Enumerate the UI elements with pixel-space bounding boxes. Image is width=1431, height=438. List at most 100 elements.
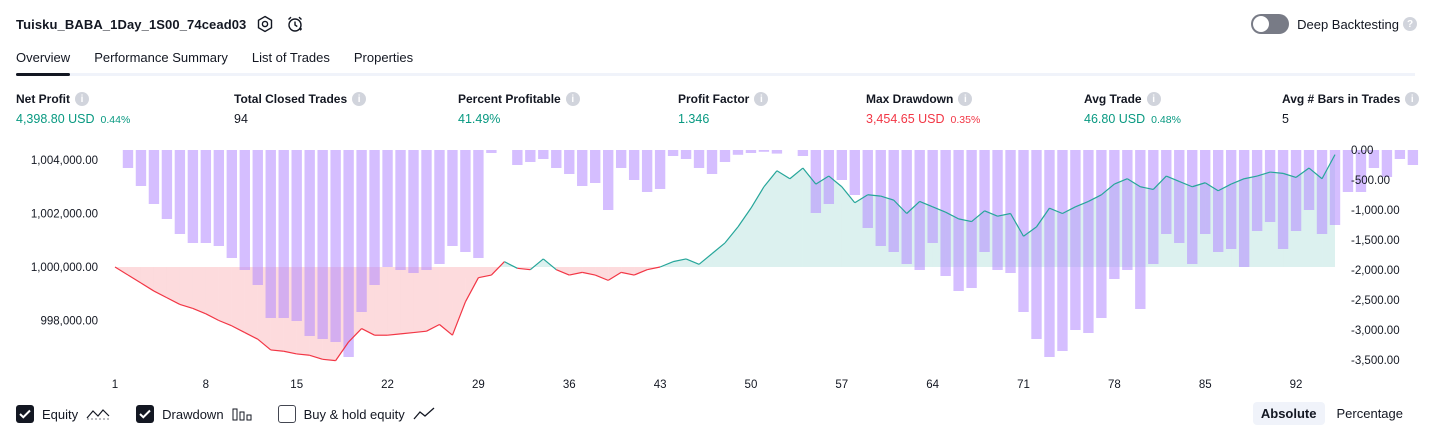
drawdown-bar	[914, 150, 925, 270]
tab-overview[interactable]: Overview	[16, 44, 71, 76]
deep-backtesting-toggle[interactable]	[1251, 14, 1290, 34]
drawdown-bar	[1225, 150, 1237, 249]
equity-line-segment	[724, 226, 739, 244]
equity-line-segment	[218, 319, 233, 327]
right-axis-tick-label: -3,000.00	[1351, 325, 1400, 337]
drawdown-bar	[745, 150, 757, 153]
tab-properties[interactable]: Properties	[353, 50, 414, 65]
drawdown-bar	[1394, 150, 1406, 159]
equity-line-segment	[153, 290, 168, 299]
equity-checkbox[interactable]: Equity	[16, 405, 110, 423]
equity-line-segment	[283, 350, 297, 355]
drawdown-bar	[810, 150, 822, 213]
help-icon[interactable]: ?	[1403, 17, 1417, 31]
x-axis-tick-label: 78	[1108, 379, 1121, 391]
settings-icon[interactable]	[254, 13, 276, 35]
buy-hold-line-icon	[413, 407, 435, 421]
equity-line-segment	[1035, 207, 1050, 228]
drawdown-bar	[1368, 150, 1380, 168]
drawdown-bar	[940, 150, 951, 276]
equity-loss-area	[413, 267, 427, 333]
equity-line-segment	[1270, 171, 1284, 174]
info-icon[interactable]: i	[754, 92, 769, 106]
equity-line-segment	[114, 266, 129, 276]
metric-label: Total Closed Trades	[234, 92, 348, 106]
drawdown-bar	[797, 150, 809, 156]
drawdown-bar	[278, 150, 289, 318]
drawdown-bar	[823, 150, 835, 204]
drawdown-bar	[239, 150, 250, 270]
equity-profit-area	[712, 242, 725, 267]
equity-line-segment	[958, 218, 972, 223]
drawdown-bar	[1316, 150, 1328, 234]
equity-line-segment	[348, 328, 363, 343]
drawdown-bar	[1303, 150, 1315, 210]
info-icon[interactable]: i	[352, 92, 367, 106]
info-icon[interactable]: i	[958, 92, 973, 106]
display-mode-switch: Absolute Percentage	[1249, 402, 1411, 425]
buy-hold-checkbox[interactable]: Buy & hold equity	[277, 405, 435, 423]
equity-loss-area	[634, 267, 648, 276]
drawdown-bar	[291, 150, 302, 321]
equity-line-segment	[607, 271, 622, 281]
equity-line-segment	[464, 277, 479, 303]
tab-performance-summary[interactable]: Performance Summary	[94, 50, 228, 65]
equity-line-segment	[1152, 175, 1167, 190]
tab-list-of-trades[interactable]: List of Trades	[251, 50, 330, 65]
tab-bar: Overview Performance Summary List of Tra…	[16, 44, 1415, 76]
equity-loss-area	[556, 267, 570, 276]
drawdown-bar	[369, 150, 380, 285]
equity-loss-area	[192, 267, 206, 314]
equity-line-segment	[1282, 172, 1297, 178]
equity-line-segment	[400, 331, 414, 335]
drawdown-bar	[654, 150, 666, 189]
equity-line-segment	[1023, 226, 1037, 237]
metric-max-drawdown: Max Drawdown i 3,454.65 USD 0.35%	[866, 92, 980, 126]
drawdown-bar	[382, 150, 393, 267]
x-axis-tick-label: 8	[203, 379, 209, 391]
x-axis-tick-label: 15	[290, 379, 303, 391]
drawdown-bar	[849, 150, 860, 195]
metric-percent: 0.35%	[950, 114, 981, 126]
metric-percent: 0.48%	[1151, 114, 1181, 126]
info-icon[interactable]: i	[565, 92, 580, 106]
equity-drawdown-chart[interactable]: 998,000.00 1,000,000.00 1,002,000.00 1,004,…	[0, 140, 1431, 392]
equity-profit-area	[841, 186, 855, 267]
equity-line-segment	[556, 269, 570, 276]
equity-line-segment	[685, 258, 700, 265]
equity-line-segment	[1179, 180, 1193, 188]
drawdown-checkbox[interactable]: Drawdown	[136, 405, 252, 423]
equity-line-segment	[633, 269, 648, 276]
absolute-mode-button[interactable]: Absolute	[1252, 402, 1325, 425]
equity-line-segment	[309, 354, 323, 360]
equity-line-segment	[192, 307, 207, 315]
equity-line-segment	[815, 175, 830, 185]
info-icon[interactable]: i	[75, 92, 89, 106]
drawdown-bar	[1213, 150, 1224, 252]
equity-line-segment	[789, 167, 804, 180]
drawdown-bar	[719, 150, 731, 162]
drawdown-bar	[551, 150, 562, 168]
drawdown-bar	[641, 150, 653, 192]
equity-profit-area	[776, 170, 790, 267]
drawdown-bar	[200, 150, 212, 243]
info-icon[interactable]: i	[1146, 92, 1161, 106]
info-icon[interactable]: i	[1405, 92, 1420, 106]
checkbox-checked-icon	[136, 405, 155, 423]
equity-line-segment	[127, 274, 142, 284]
alarm-clock-icon[interactable]	[284, 13, 306, 35]
right-axis-tick-label: -2,500.00	[1351, 295, 1400, 307]
percentage-mode-button[interactable]: Percentage	[1336, 406, 1404, 421]
drawdown-bar	[1148, 150, 1159, 264]
drawdown-bar	[1109, 150, 1120, 279]
drawdown-bar	[473, 150, 484, 258]
equity-label: Equity	[42, 406, 79, 422]
equity-line-segment	[867, 194, 881, 197]
right-axis-tick-label: -1,500.00	[1351, 235, 1400, 247]
equity-line-segment	[763, 170, 778, 188]
equity-line-segment	[166, 297, 181, 305]
metric-label: Net Profit	[16, 92, 70, 106]
drawdown-bar	[1238, 150, 1250, 267]
equity-line-segment	[335, 341, 350, 361]
equity-line-segment	[594, 274, 609, 281]
